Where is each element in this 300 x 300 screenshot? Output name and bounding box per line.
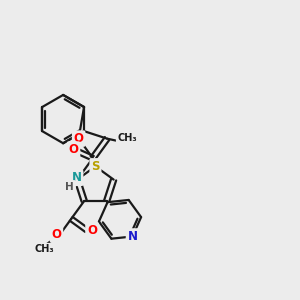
Text: CH₃: CH₃ [34, 244, 54, 254]
Text: O: O [51, 228, 62, 241]
Text: N: N [72, 171, 82, 184]
Text: O: O [68, 143, 79, 156]
Text: S: S [91, 160, 100, 173]
Text: H: H [65, 182, 74, 192]
Text: N: N [128, 230, 137, 243]
Text: O: O [87, 224, 97, 237]
Text: O: O [74, 132, 84, 145]
Text: CH₃: CH₃ [117, 133, 137, 143]
